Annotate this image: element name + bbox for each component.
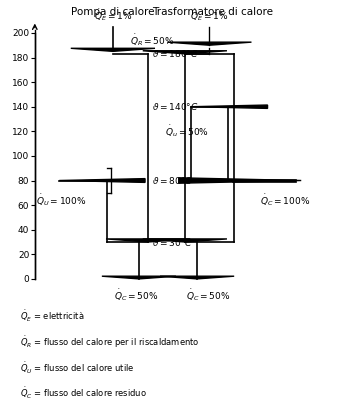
Text: Pompa di calore: Pompa di calore (71, 7, 155, 17)
Text: $\vartheta = 180°C$: $\vartheta = 180°C$ (152, 48, 198, 59)
Polygon shape (143, 239, 227, 242)
Polygon shape (102, 276, 176, 279)
Text: $\vartheta = 140°C$: $\vartheta = 140°C$ (152, 101, 198, 112)
Polygon shape (179, 178, 301, 183)
Text: $\dot{Q}_R = 50\%$: $\dot{Q}_R = 50\%$ (130, 32, 174, 48)
Text: $\dot{Q}_C = 50\%$: $\dot{Q}_C = 50\%$ (185, 287, 230, 303)
Text: $\vartheta = 30°C$: $\vartheta = 30°C$ (152, 237, 192, 248)
Polygon shape (143, 51, 227, 54)
Text: $\dot{Q}_u = 50\%$: $\dot{Q}_u = 50\%$ (165, 124, 209, 139)
Polygon shape (160, 276, 234, 279)
Text: $\dot{Q}_C = 50\%$: $\dot{Q}_C = 50\%$ (114, 287, 158, 303)
Polygon shape (191, 105, 268, 109)
Text: $\dot{Q}_E$ = elettricità: $\dot{Q}_E$ = elettricità (20, 309, 85, 324)
Text: $\dot{Q}_E = 1\%$: $\dot{Q}_E = 1\%$ (190, 7, 229, 23)
Polygon shape (106, 239, 190, 242)
Polygon shape (71, 48, 155, 51)
Polygon shape (167, 42, 252, 45)
Text: $\dot{Q}_C$ = flusso del calore residuo: $\dot{Q}_C$ = flusso del calore residuo (20, 386, 147, 401)
Text: $\dot{Q}_U$ = flusso del calore utile: $\dot{Q}_U$ = flusso del calore utile (20, 360, 135, 376)
Text: $\vartheta = 80°C$: $\vartheta = 80°C$ (152, 175, 192, 186)
Text: $\dot{Q}_C = 100\%$: $\dot{Q}_C = 100\%$ (260, 193, 310, 208)
Text: $\dot{Q}_E = 1\%$: $\dot{Q}_E = 1\%$ (94, 7, 132, 23)
Text: $\dot{Q}_U = 100\%$: $\dot{Q}_U = 100\%$ (36, 193, 87, 208)
Text: Trasformatore di calore: Trasformatore di calore (152, 7, 273, 17)
Text: $\dot{Q}_R$ = flusso del calore per il riscaldamento: $\dot{Q}_R$ = flusso del calore per il r… (20, 334, 200, 350)
Polygon shape (59, 178, 145, 182)
